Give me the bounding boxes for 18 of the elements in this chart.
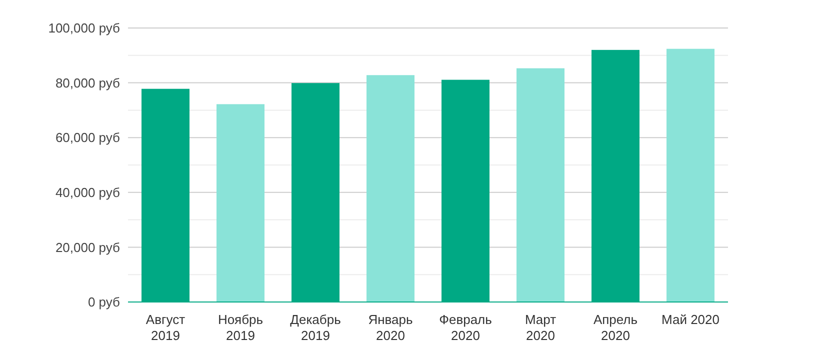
bar [216,104,264,302]
x-tick-label: Февраль 2020 [439,312,492,343]
x-tick-label: Ноябрь 2019 [218,312,264,343]
x-tick-label: Май 2020 [662,312,720,327]
bar [366,75,414,302]
x-tick-label: Декабрь 2019 [290,312,342,343]
x-tick-label: Январь 2020 [368,312,414,343]
y-tick-label: 80,000 руб [55,75,120,90]
y-tick-label: 0 руб [88,294,120,310]
bar [516,68,564,302]
y-tick-label: 20,000 руб [55,240,120,255]
y-tick-label: 60,000 руб [55,130,120,146]
y-tick-label: 40,000 руб [55,184,120,200]
y-tick-label: 100,000 руб [48,20,120,36]
x-tick-label: Апрель 2020 [593,312,638,343]
bar [666,48,714,302]
x-tick-label: Август 2019 [146,312,186,343]
x-tick-label: Март 2020 [524,312,556,343]
